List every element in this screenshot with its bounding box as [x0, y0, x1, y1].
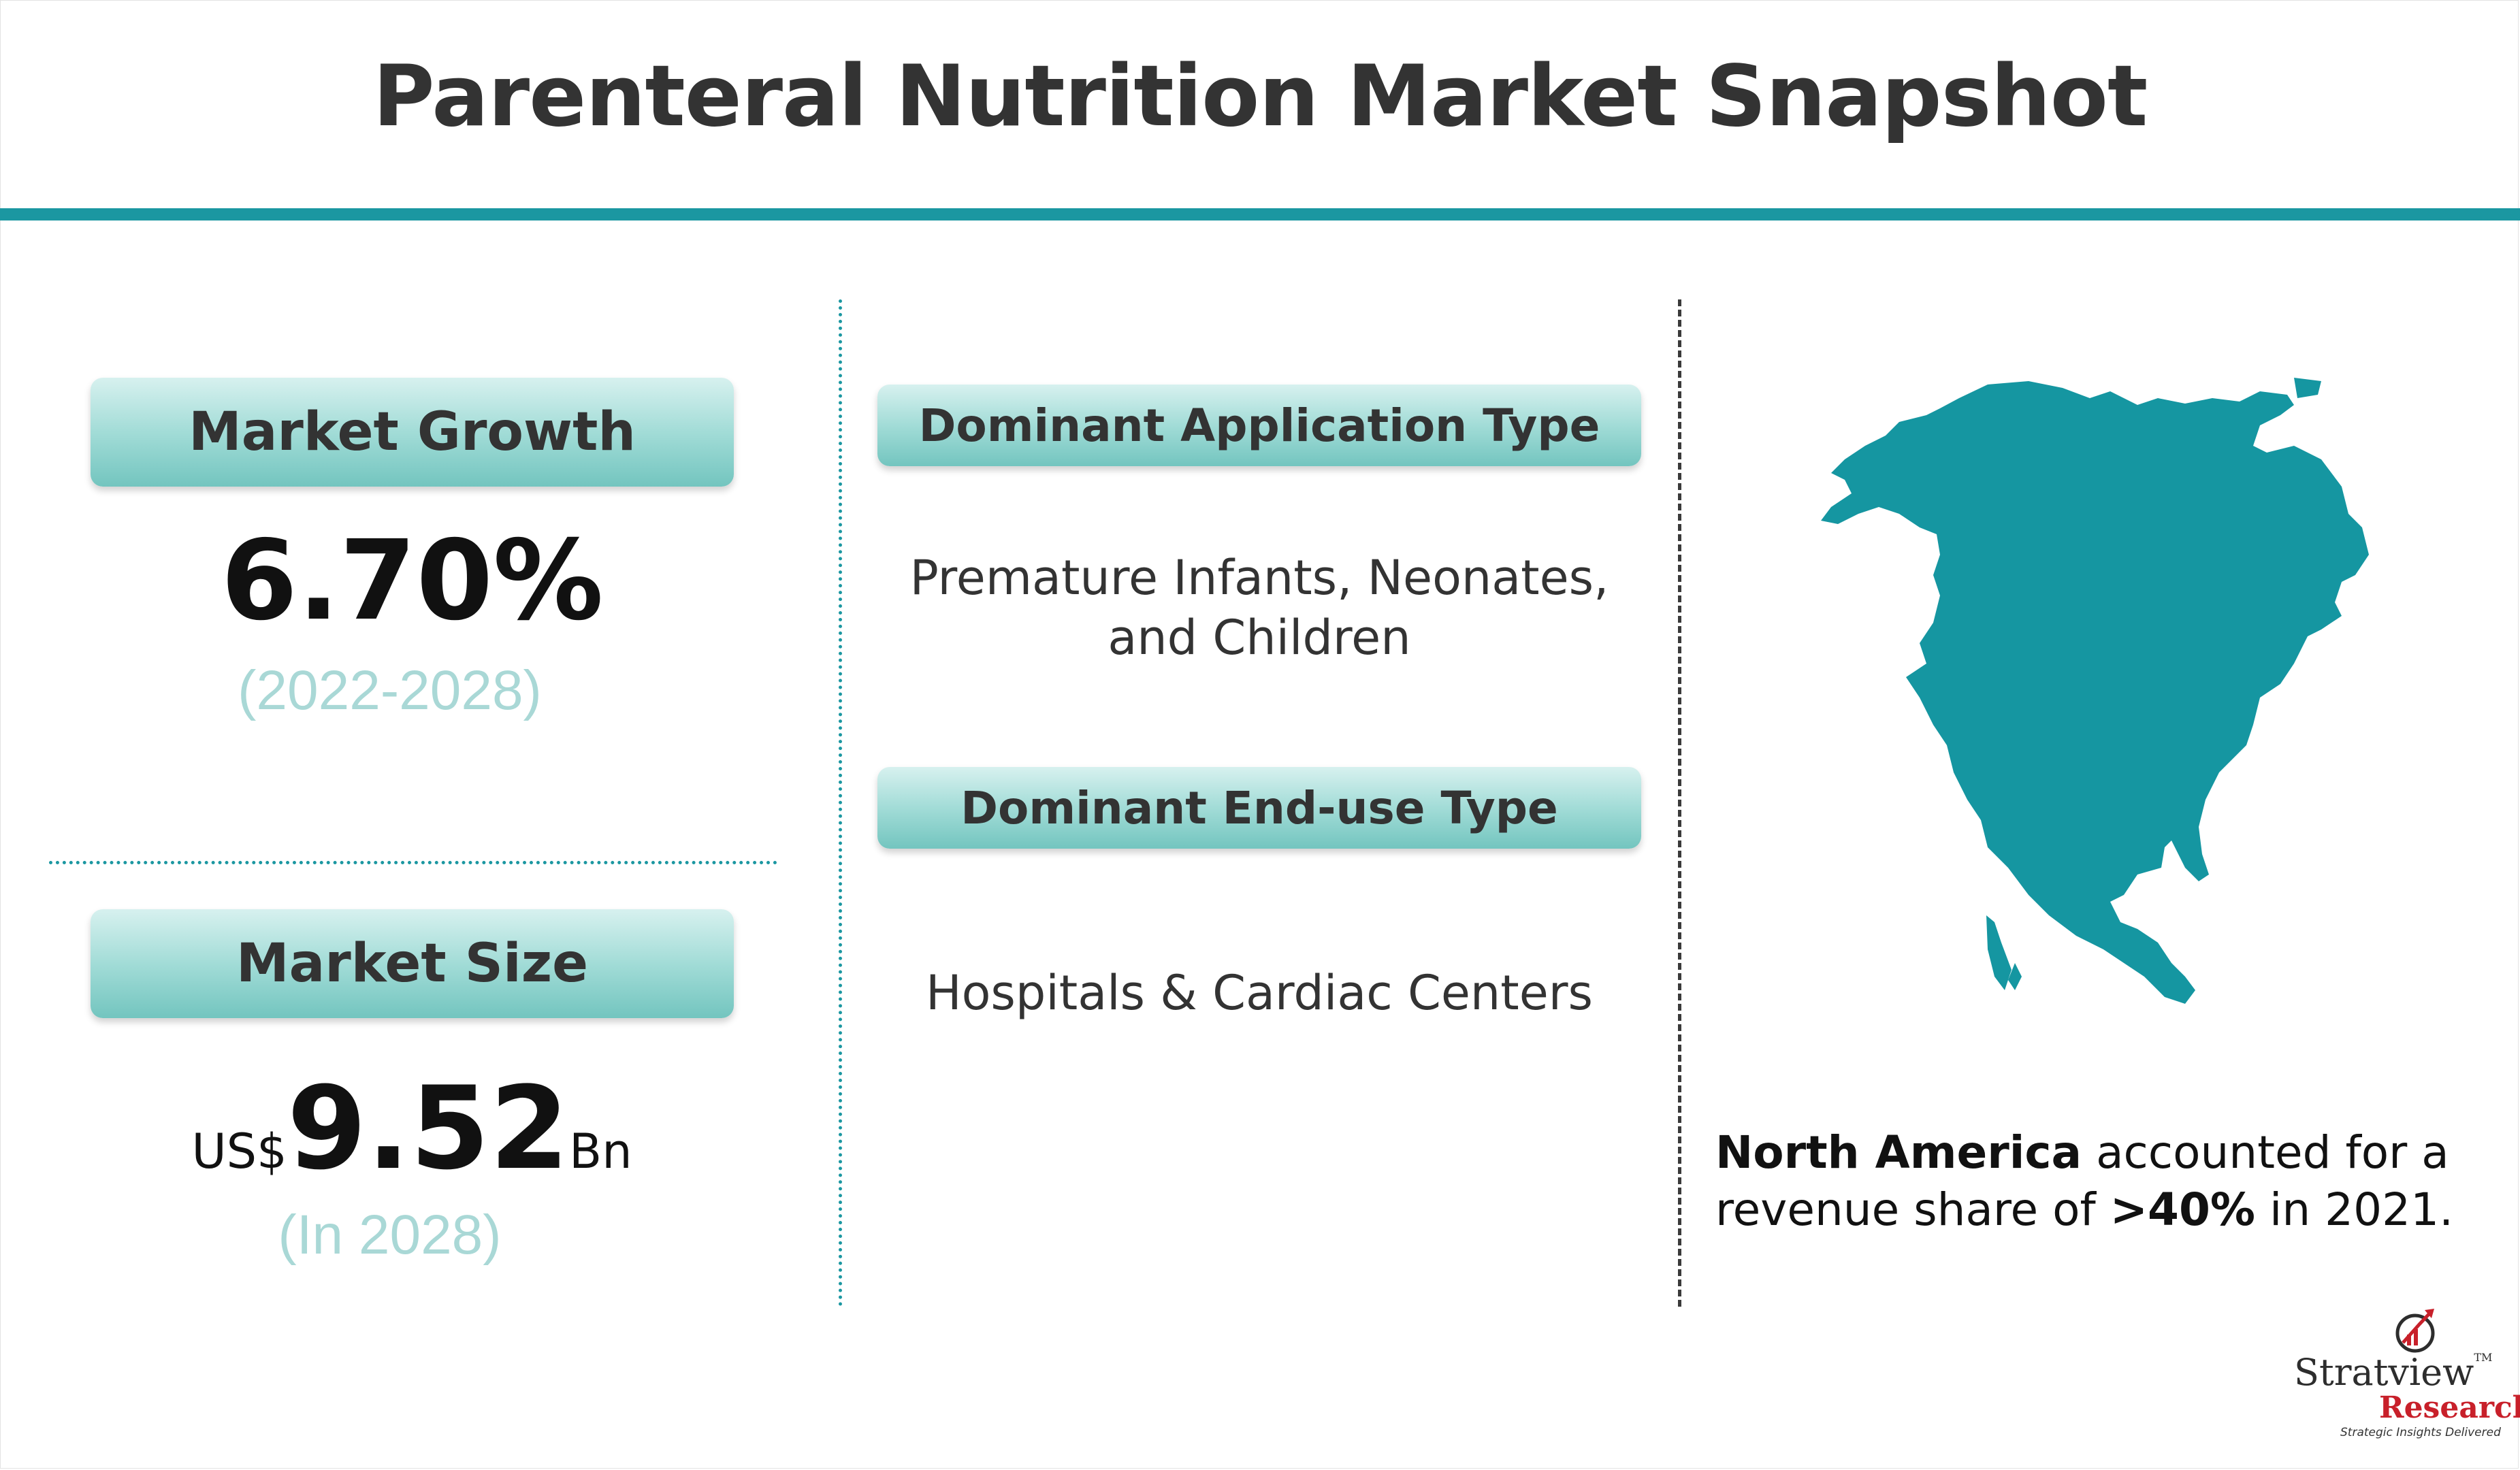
market-size-header: Market Size [91, 909, 734, 1018]
title-divider [0, 208, 2520, 220]
logo-brand: StratviewTM [2294, 1351, 2493, 1394]
application-type-line-2: and Children [1108, 610, 1411, 666]
application-type-value: Premature Infants, Neonates, and Childre… [865, 548, 1654, 668]
north-america-map-icon [1821, 378, 2369, 1004]
application-type-line-1: Premature Infants, Neonates, [909, 550, 1609, 606]
market-size-value: 9.52 [287, 1062, 570, 1195]
region-text-mid: accounted for a revenue share of [1715, 1126, 2449, 1236]
end-use-type-header: Dominant End-use Type [877, 767, 1641, 849]
column-divider-right [1678, 299, 1681, 1307]
market-size-period: (In 2028) [278, 1204, 502, 1266]
page-title: Parenteral Nutrition Market Snapshot [372, 48, 2148, 146]
market-growth-header: Market Growth [91, 378, 734, 487]
growth-arrow-icon [2395, 1309, 2435, 1353]
region-name: North America [1715, 1126, 2082, 1179]
market-growth-period: (2022-2028) [238, 659, 542, 721]
market-growth-value: 6.70% [221, 517, 604, 645]
region-share: >40% [2110, 1183, 2256, 1236]
market-size-currency: US$ [191, 1124, 287, 1179]
region-share-text: North America accounted for a revenue sh… [1715, 1124, 2471, 1239]
region-text-end: in 2021. [2255, 1183, 2454, 1236]
market-size-value-line: US$9.52Bn [68, 1062, 756, 1195]
logo-tagline: Strategic Insights Delivered [2340, 1426, 2501, 1439]
market-size-unit: Bn [569, 1124, 632, 1179]
logo-research: Research [2379, 1390, 2520, 1425]
section-divider [49, 861, 777, 864]
application-type-header: Dominant Application Type [877, 385, 1641, 466]
column-divider-left [839, 299, 842, 1307]
stratview-logo: StratviewTM Research Strategic Insights … [2287, 1303, 2520, 1446]
end-use-type-value: Hospitals & Cardiac Centers [925, 965, 1594, 1021]
